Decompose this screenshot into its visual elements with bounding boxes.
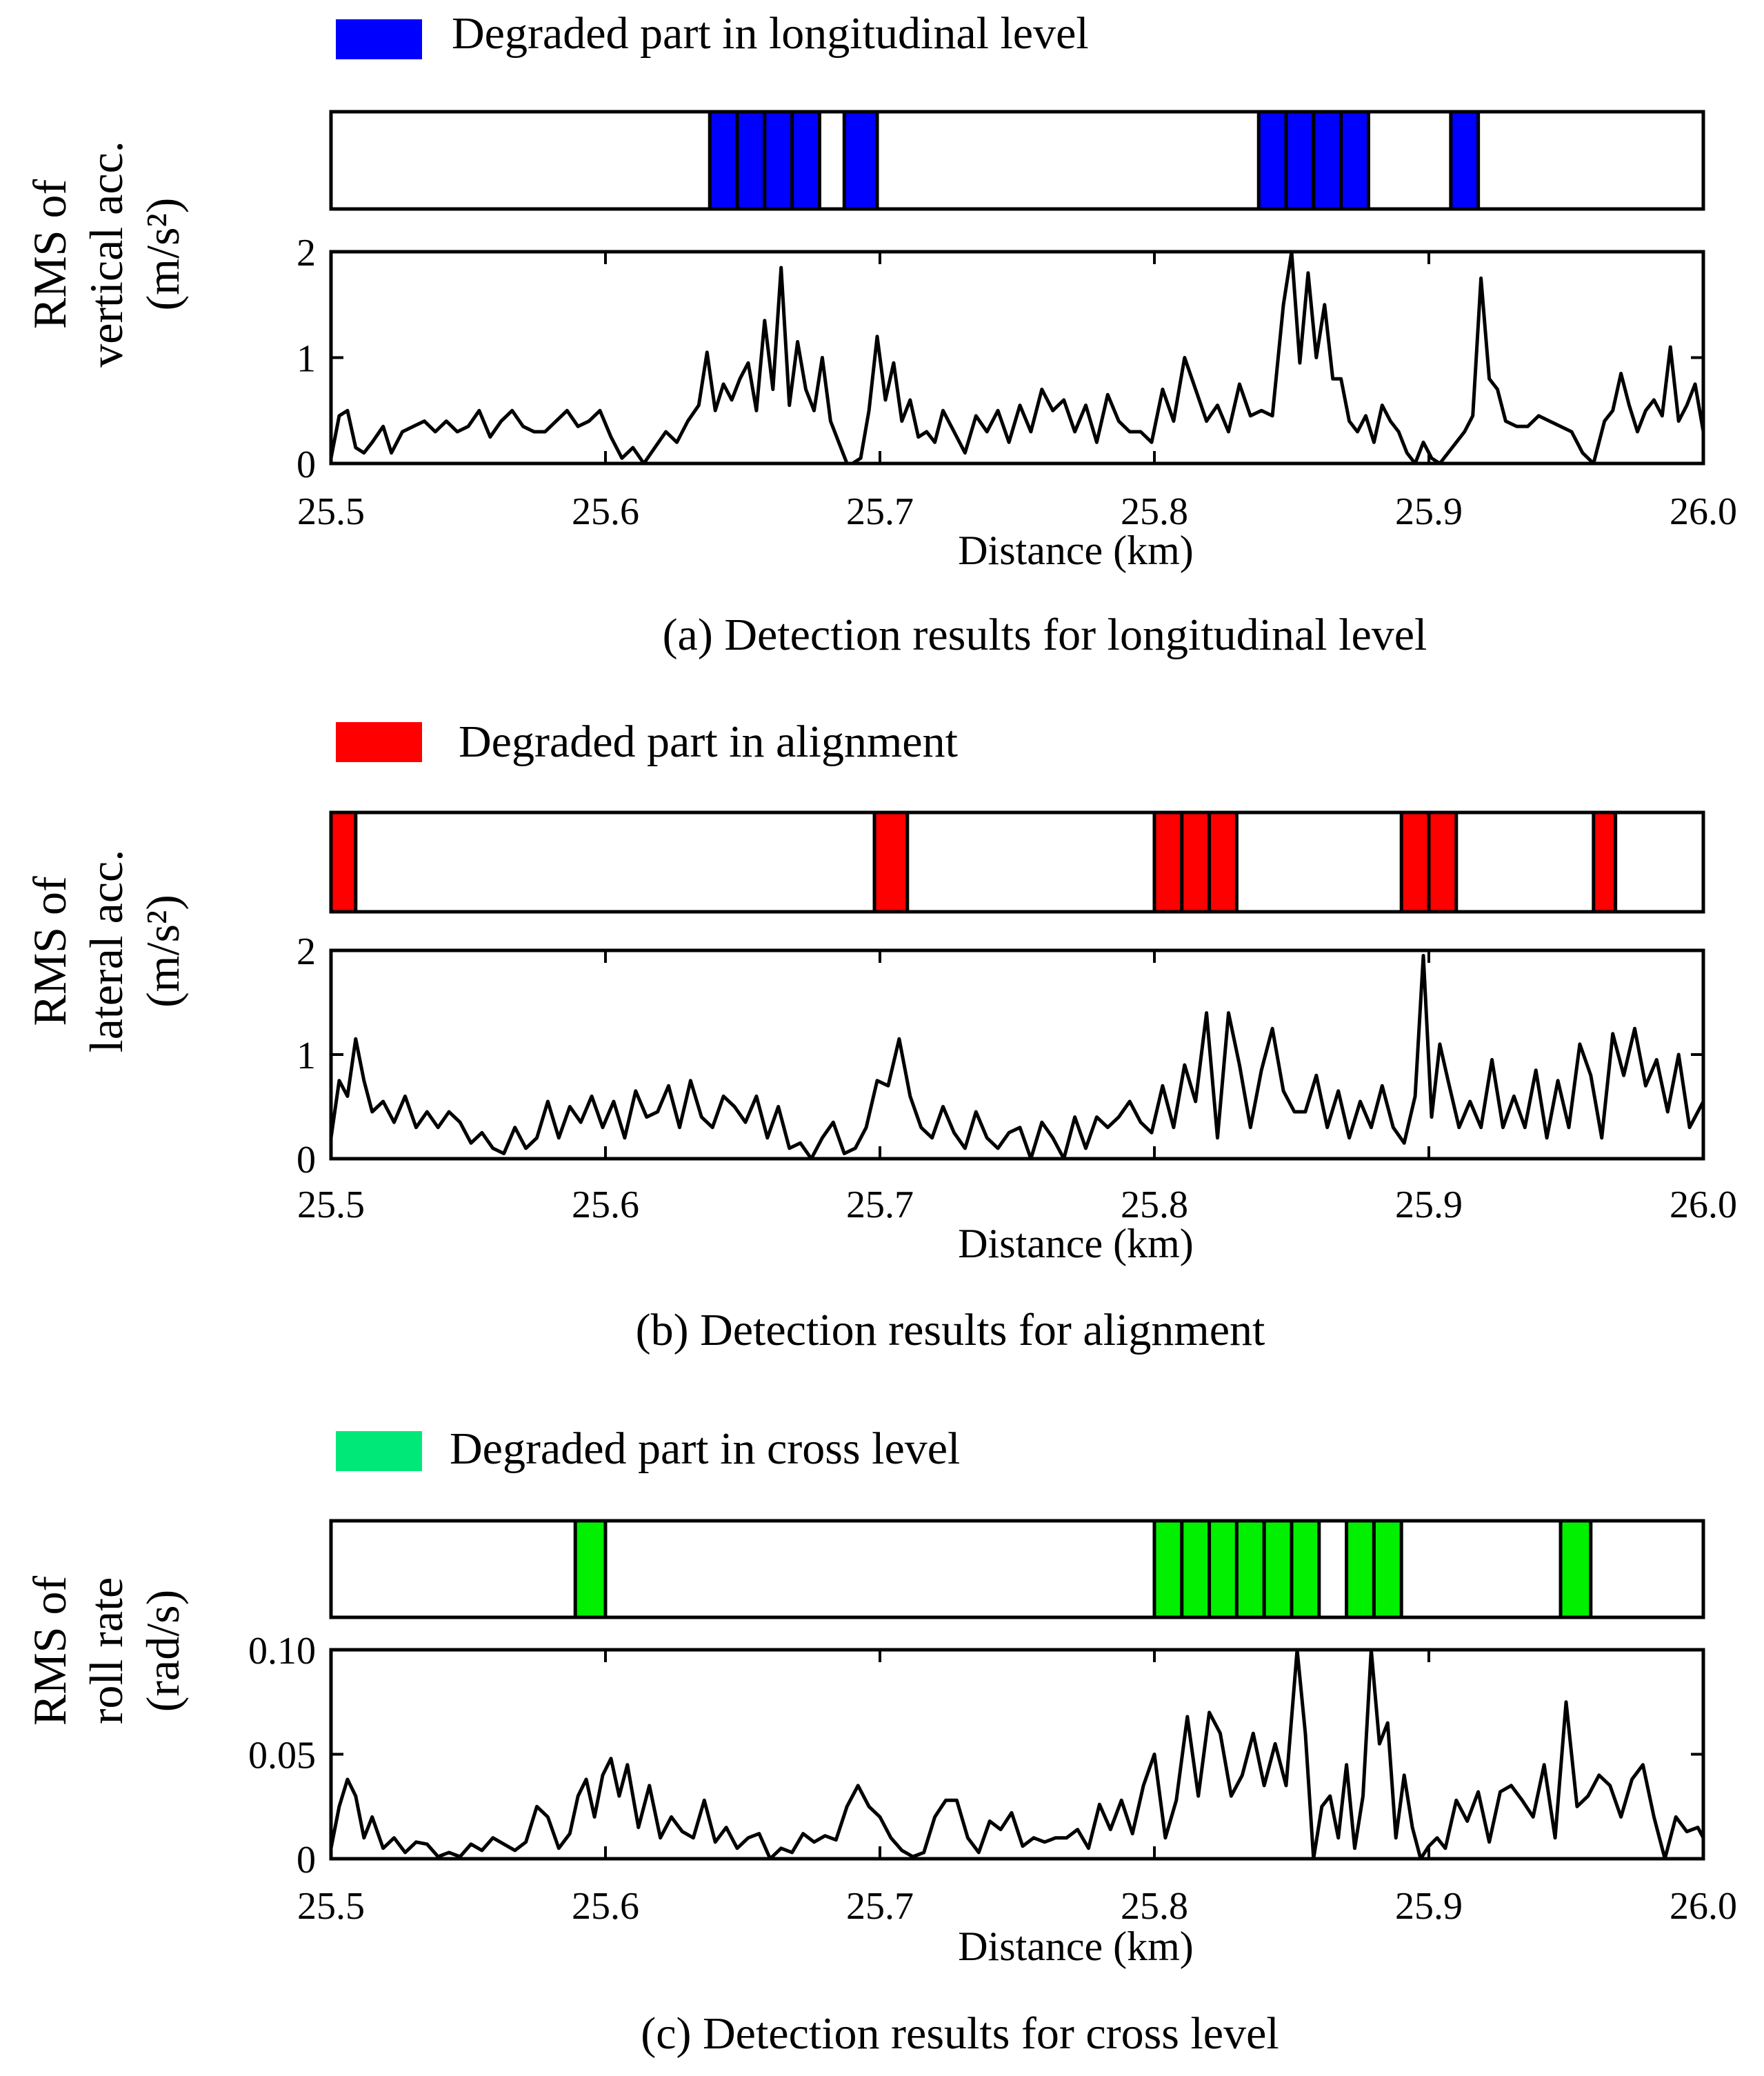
y-tick-label-c-1: 0.05 <box>248 1735 316 1777</box>
y-axis-label-a: RMS ofvertical acc.(m/s²) <box>23 141 189 367</box>
y-tick-label-a-0: 0 <box>297 443 316 486</box>
legend-swatch-b <box>336 722 422 762</box>
degraded-segment-c-6 <box>1290 1519 1321 1619</box>
y-tick-label-c-2: 0.10 <box>248 1630 316 1673</box>
x-tick-label-c-3: 25.8 <box>1121 1885 1188 1928</box>
y-axis-label-b: RMS oflateral acc.(m/s²) <box>23 850 189 1052</box>
chart-panel-b: Degraded part in alignment 0 1 2 25.5 25.6 25.… <box>23 717 1737 1355</box>
degraded-strip-b <box>329 810 1705 914</box>
y-axis-label-line-b-2: (m/s²) <box>137 895 189 1008</box>
caption-a: (a) Detection results for longitudinal l… <box>663 610 1427 660</box>
y-axis-label-line-a-0: RMS of <box>23 179 76 330</box>
degraded-segment-b-7 <box>1592 810 1618 914</box>
degraded-segment-c-8 <box>1372 1519 1403 1619</box>
x-tick-label-a-4: 25.9 <box>1395 490 1463 533</box>
degraded-segment-c-5 <box>1262 1519 1294 1619</box>
caption-b: (b) Detection results for alignment <box>636 1305 1265 1355</box>
x-tick-label-a-5: 26.0 <box>1670 490 1737 533</box>
x-axis-label-c: Distance (km) <box>958 1924 1194 1969</box>
legend-label-a: Degraded part in longitudinal level <box>452 8 1089 59</box>
y-axis-label-line-b-1: lateral acc. <box>80 850 132 1052</box>
chart-panel-a: Degraded part in longitudinal level 0 1 2 25… <box>23 8 1737 660</box>
degraded-segment-b-4 <box>1207 810 1239 914</box>
degraded-segment-b-5 <box>1399 810 1431 914</box>
x-tick-label-b-5: 26.0 <box>1670 1184 1737 1226</box>
x-tick-label-c-5: 26.0 <box>1670 1885 1737 1928</box>
degraded-segment-c-3 <box>1207 1519 1239 1619</box>
series-line-c <box>329 1648 1705 1861</box>
degraded-segment-b-6 <box>1427 810 1459 914</box>
degraded-segment-c-0 <box>573 1519 608 1619</box>
y-axis-label-line-a-1: vertical acc. <box>80 141 132 367</box>
y-axis-label-line-a-2: (m/s²) <box>137 198 189 311</box>
x-tick-label-b-4: 25.9 <box>1395 1184 1463 1226</box>
degraded-segment-a-8 <box>1339 110 1370 211</box>
degraded-segment-b-0 <box>329 810 358 914</box>
y-tick-label-a-2: 2 <box>297 232 316 275</box>
x-axis-label-b: Distance (km) <box>958 1221 1194 1266</box>
legend-label-c: Degraded part in cross level <box>450 1424 960 1474</box>
degraded-segment-a-1 <box>735 110 767 211</box>
degraded-segment-a-3 <box>790 110 821 211</box>
degraded-strip-a <box>329 110 1705 211</box>
x-tick-label-b-1: 25.6 <box>572 1184 639 1226</box>
caption-c: (c) Detection results for cross level <box>641 2008 1279 2059</box>
plot-frame-c <box>329 1648 1705 1861</box>
y-tick-label-b-0: 0 <box>297 1139 316 1181</box>
degraded-segment-c-2 <box>1180 1519 1212 1619</box>
y-tick-label-c-0: 0 <box>297 1839 316 1882</box>
x-tick-label-b-3: 25.8 <box>1121 1184 1188 1226</box>
x-tick-label-c-4: 25.9 <box>1395 1885 1463 1928</box>
degraded-segment-c-4 <box>1234 1519 1266 1619</box>
degraded-segment-a-9 <box>1449 110 1481 211</box>
x-tick-label-b-0: 25.5 <box>297 1184 365 1226</box>
x-tick-label-a-0: 25.5 <box>297 490 365 533</box>
legend-label-b: Degraded part in alignment <box>459 717 958 767</box>
y-axis-label-line-c-0: RMS of <box>23 1576 76 1726</box>
degraded-segment-c-7 <box>1345 1519 1376 1619</box>
degraded-segment-c-1 <box>1152 1519 1184 1619</box>
series-line-b <box>329 954 1705 1161</box>
y-axis-label-c: RMS ofroll rate(rad/s) <box>23 1576 189 1726</box>
y-axis-label-line-c-1: roll rate <box>80 1577 132 1724</box>
degraded-segment-a-0 <box>708 110 739 211</box>
y-tick-label-a-1: 1 <box>297 338 316 381</box>
degraded-segment-b-2 <box>1152 810 1184 914</box>
degraded-segment-a-7 <box>1312 110 1343 211</box>
degraded-segment-a-4 <box>842 110 879 211</box>
x-tick-label-b-2: 25.7 <box>846 1184 914 1226</box>
plot-frame-b <box>329 948 1705 1161</box>
y-axis-label-line-b-0: RMS of <box>23 876 76 1026</box>
x-tick-label-a-3: 25.8 <box>1121 490 1188 533</box>
degraded-segment-b-3 <box>1180 810 1212 914</box>
y-tick-label-b-1: 1 <box>297 1035 316 1077</box>
degraded-segment-a-2 <box>763 110 794 211</box>
x-tick-label-a-2: 25.7 <box>846 490 914 533</box>
legend-swatch-a <box>336 19 422 59</box>
x-tick-label-c-1: 25.6 <box>572 1885 639 1928</box>
series-line-a <box>329 250 1705 466</box>
legend-swatch-c <box>336 1431 422 1471</box>
x-axis-label-a: Distance (km) <box>958 528 1194 573</box>
degraded-segment-c-9 <box>1558 1519 1593 1619</box>
x-tick-label-c-0: 25.5 <box>297 1885 365 1928</box>
degraded-segment-a-6 <box>1284 110 1316 211</box>
y-tick-label-b-2: 2 <box>297 930 316 973</box>
y-axis-label-line-c-2: (rad/s) <box>137 1590 189 1712</box>
x-tick-label-a-1: 25.6 <box>572 490 639 533</box>
degraded-segment-b-1 <box>872 810 910 914</box>
degraded-strip-c <box>329 1519 1705 1619</box>
degraded-segment-a-5 <box>1256 110 1288 211</box>
chart-panel-c: Degraded part in cross level 0 0.05 0.10 25.… <box>23 1424 1737 2059</box>
x-tick-label-c-2: 25.7 <box>846 1885 914 1928</box>
